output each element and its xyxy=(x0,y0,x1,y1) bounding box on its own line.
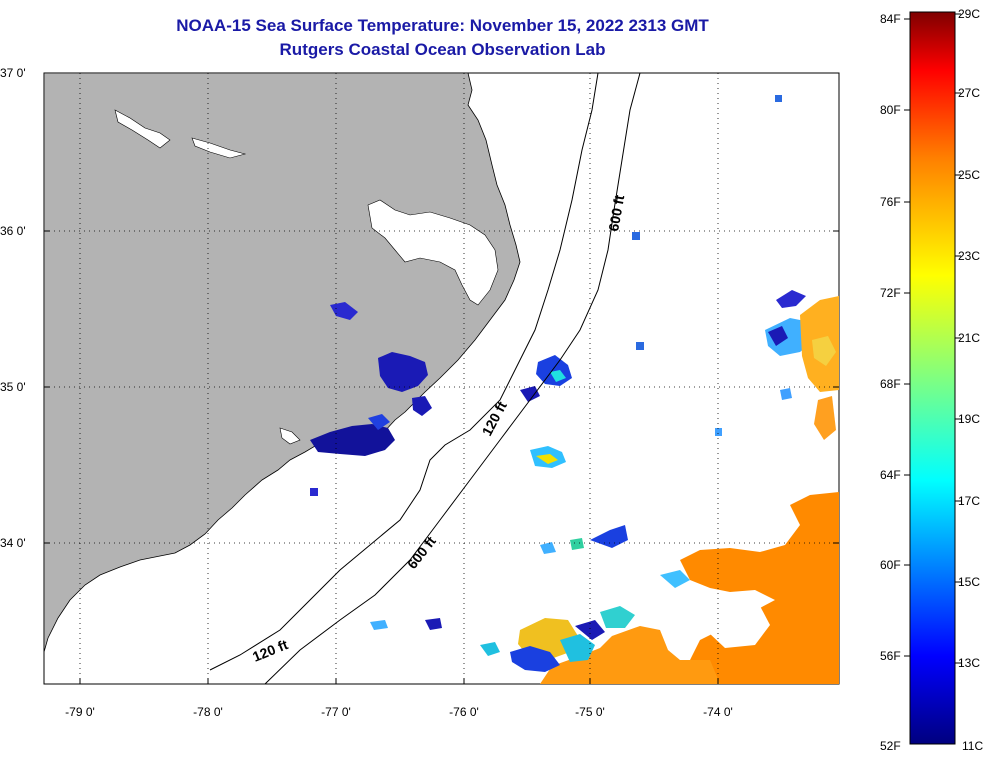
lon-label-76: -76 0' xyxy=(449,705,479,719)
cb-c-11: 11C xyxy=(962,739,983,753)
frame-ticks xyxy=(44,230,839,684)
cb-c-17: 17C xyxy=(958,494,980,508)
lat-label-36: 36 0' xyxy=(0,224,26,238)
graticule xyxy=(44,73,839,684)
cb-c-15: 15C xyxy=(958,575,980,589)
cb-f-60: 60F xyxy=(880,558,901,572)
sst-cold-patch xyxy=(378,352,428,392)
lon-label-74: -74 0' xyxy=(703,705,733,719)
lon-label-75: -75 0' xyxy=(575,705,605,719)
cb-c-21: 21C xyxy=(958,331,980,345)
cb-c-27: 27C xyxy=(958,86,980,100)
depth-contours xyxy=(209,73,641,684)
cb-f-52: 52F xyxy=(880,739,901,753)
map-subtitle: Rutgers Coastal Ocean Observation Lab xyxy=(279,40,606,59)
lat-label-37: 37 0' xyxy=(0,66,26,80)
cb-f-68: 68F xyxy=(880,377,901,391)
cb-f-80: 80F xyxy=(880,103,901,117)
sst-data xyxy=(310,95,839,684)
lon-label-79: -79 0' xyxy=(65,705,95,719)
cb-c-13: 13C xyxy=(958,656,980,670)
cb-c-25: 25C xyxy=(958,168,980,182)
lon-label-77: -77 0' xyxy=(321,705,351,719)
lon-label-78: -78 0' xyxy=(193,705,223,719)
cb-f-72: 72F xyxy=(880,286,901,300)
cb-c-19: 19C xyxy=(958,412,980,426)
colorbar xyxy=(909,11,956,745)
map-title: NOAA-15 Sea Surface Temperature: Novembe… xyxy=(176,16,709,35)
cb-f-76: 76F xyxy=(880,195,901,209)
cb-c-23: 23C xyxy=(958,249,980,263)
cb-c-29: 29C xyxy=(958,7,980,21)
sound-water xyxy=(367,199,499,306)
contour-label-600ft-north: 600 ft xyxy=(605,193,627,232)
cb-f-84: 84F xyxy=(880,12,901,26)
colorbar-ticks xyxy=(904,13,961,664)
cb-f-56: 56F xyxy=(880,649,901,663)
lat-label-34: 34 0' xyxy=(0,536,26,550)
lat-label-35: 35 0' xyxy=(0,380,26,394)
cb-f-64: 64F xyxy=(880,468,901,482)
